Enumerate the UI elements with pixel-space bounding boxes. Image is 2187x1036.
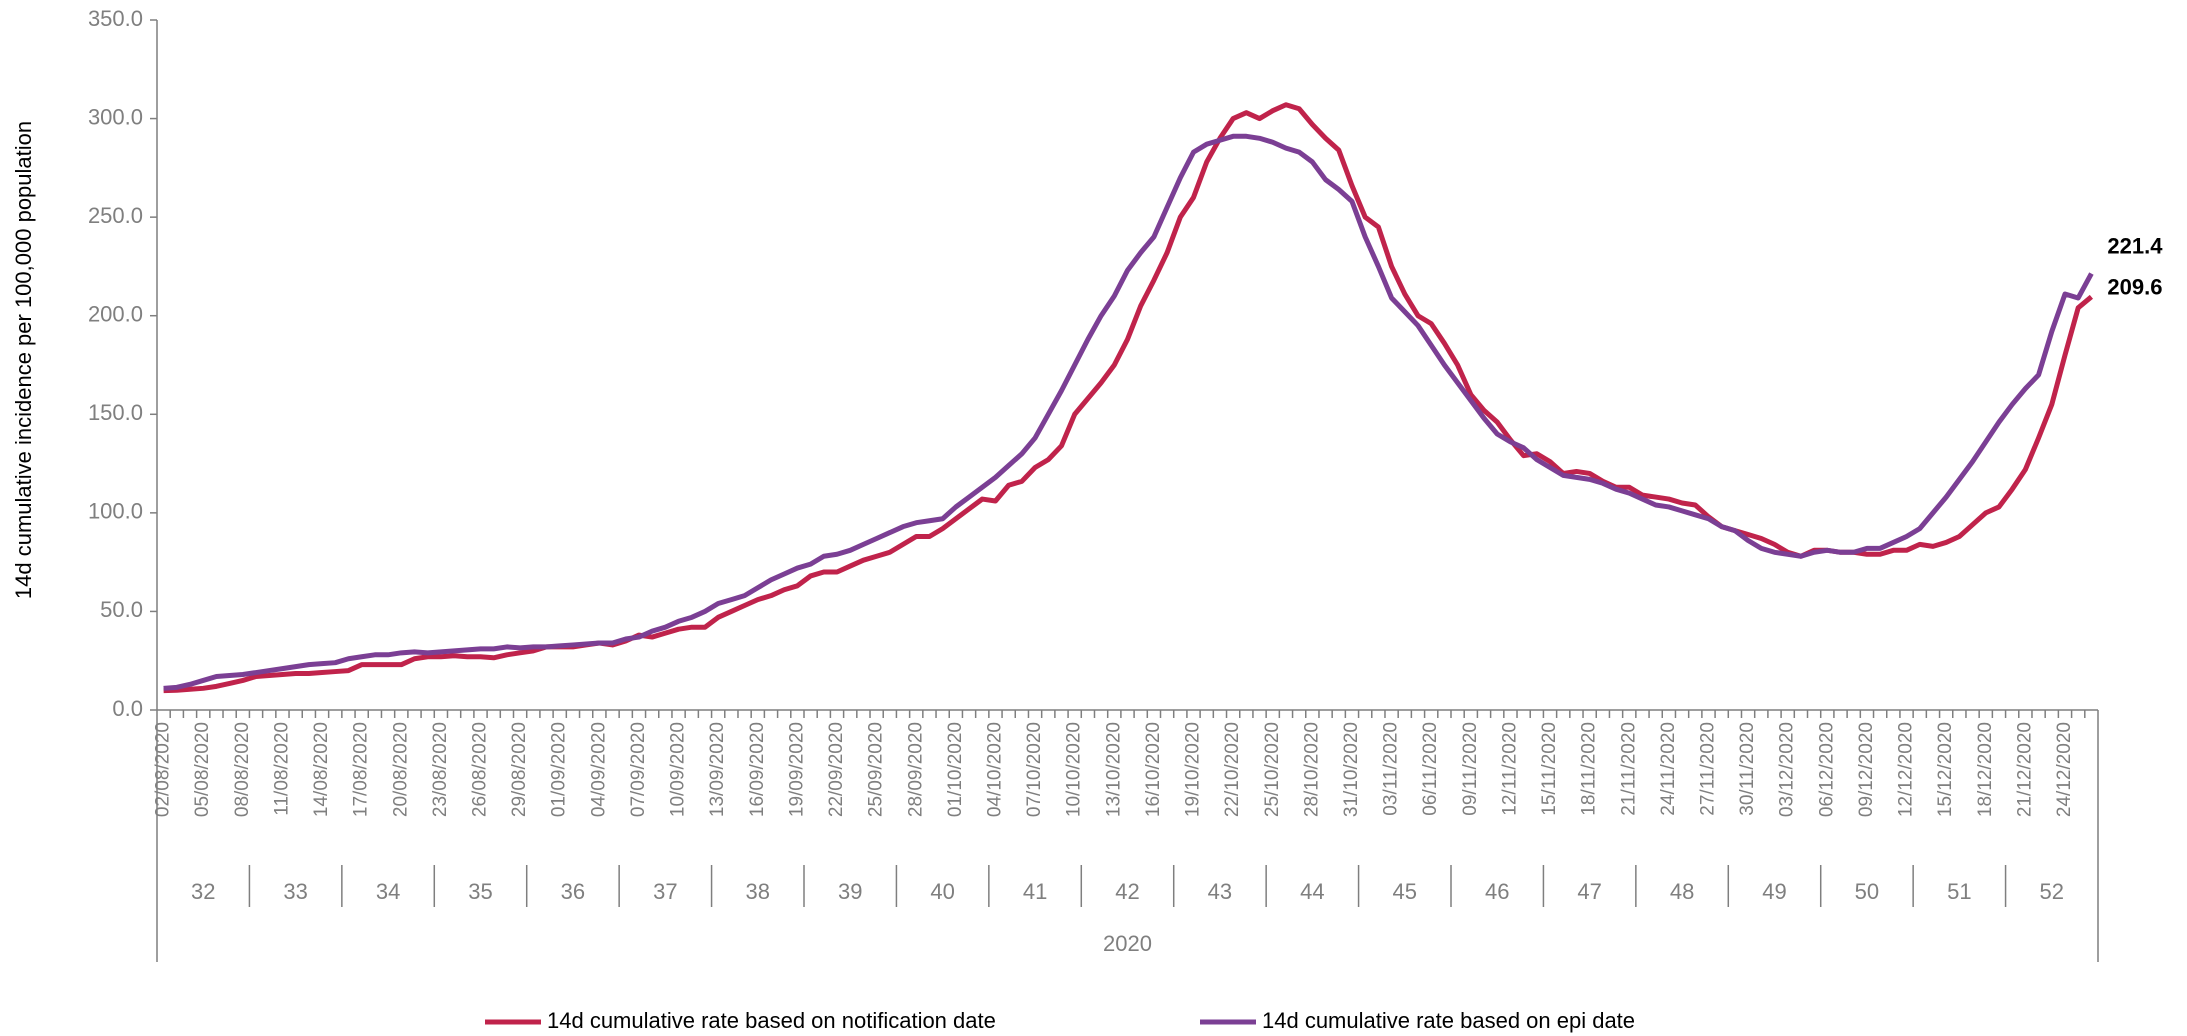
week-label: 35 [468,879,492,904]
week-label: 51 [1947,879,1971,904]
x-tick-label: 28/09/2020 [905,722,926,817]
x-tick-label: 04/09/2020 [588,722,609,817]
x-tick-label: 07/09/2020 [628,722,649,817]
x-tick-label: 04/10/2020 [984,722,1005,817]
y-tick-label: 0.0 [112,696,143,721]
y-tick-label: 250.0 [88,203,143,228]
x-tick-label: 12/11/2020 [1499,722,1520,816]
x-tick-label: 01/09/2020 [549,722,570,817]
week-label: 39 [838,879,862,904]
x-tick-label: 22/09/2020 [826,722,847,817]
x-tick-label: 09/12/2020 [1856,722,1877,817]
week-label: 44 [1300,879,1324,904]
x-tick-label: 19/10/2020 [1183,722,1204,817]
x-tick-label: 21/12/2020 [2014,722,2035,817]
x-tick-label: 06/12/2020 [1816,722,1837,817]
x-tick-label: 20/08/2020 [390,722,411,817]
x-tick-label: 24/12/2020 [2054,722,2075,817]
x-tick-label: 28/10/2020 [1301,722,1322,817]
x-tick-label: 16/10/2020 [1143,722,1164,817]
x-tick-label: 10/10/2020 [1064,722,1085,817]
week-label: 49 [1762,879,1786,904]
x-tick-label: 26/08/2020 [470,722,491,817]
week-label: 32 [191,879,215,904]
x-tick-label: 30/11/2020 [1737,722,1758,816]
week-label: 37 [653,879,677,904]
week-label: 52 [2040,879,2064,904]
x-tick-label: 06/11/2020 [1420,722,1441,816]
x-tick-label: 22/10/2020 [1222,722,1243,817]
week-label: 33 [283,879,307,904]
x-tick-label: 13/10/2020 [1103,722,1124,817]
x-tick-label: 19/09/2020 [786,722,807,817]
week-label: 46 [1485,879,1509,904]
x-tick-label: 21/11/2020 [1618,722,1639,816]
x-tick-label: 08/08/2020 [232,722,253,817]
week-label: 47 [1577,879,1601,904]
week-label: 41 [1023,879,1047,904]
x-tick-label: 16/09/2020 [747,722,768,817]
x-tick-label: 07/10/2020 [1024,722,1045,817]
x-tick-label: 24/11/2020 [1658,722,1679,816]
week-label: 43 [1208,879,1232,904]
x-tick-label: 03/12/2020 [1777,722,1798,817]
x-tick-label: 15/12/2020 [1935,722,1956,817]
y-tick-label: 50.0 [100,597,143,622]
week-label: 42 [1115,879,1139,904]
x-tick-label: 31/10/2020 [1341,722,1362,817]
legend-label: 14d cumulative rate based on epi date [1262,1008,1635,1033]
x-tick-label: 18/12/2020 [1975,722,1996,817]
series-line [163,102,2094,694]
x-tick-label: 23/08/2020 [430,722,451,817]
x-tick-label: 25/09/2020 [866,722,887,817]
x-tick-label: 10/09/2020 [668,722,689,817]
x-tick-label: 12/12/2020 [1896,722,1917,817]
x-tick-label: 13/09/2020 [707,722,728,817]
y-axis-title: 14d cumulative incidence per 100,000 pop… [11,121,36,599]
y-tick-label: 350.0 [88,6,143,31]
x-tick-label: 05/08/2020 [192,722,213,817]
x-tick-label: 18/11/2020 [1579,722,1600,816]
x-tick-label: 29/08/2020 [509,722,530,817]
x-tick-label: 11/08/2020 [271,722,292,816]
x-tick-label: 09/11/2020 [1460,722,1481,816]
x-tick-label: 02/08/2020 [153,722,174,817]
week-label: 50 [1855,879,1879,904]
week-label: 48 [1670,879,1694,904]
end-value-label: 209.6 [2107,275,2162,300]
x-tick-label: 03/11/2020 [1381,722,1402,816]
week-label: 40 [930,879,954,904]
end-value-label: 221.4 [2107,233,2163,258]
y-tick-label: 150.0 [88,400,143,425]
x-tick-label: 01/10/2020 [945,722,966,817]
y-tick-label: 300.0 [88,104,143,129]
x-tick-label: 15/11/2020 [1539,722,1560,816]
legend-label: 14d cumulative rate based on notificatio… [547,1008,996,1033]
y-tick-label: 200.0 [88,302,143,327]
week-label: 34 [376,879,400,904]
x-tick-label: 14/08/2020 [311,722,332,817]
week-label: 38 [746,879,770,904]
week-label: 36 [561,879,585,904]
x-tick-label: 27/11/2020 [1697,722,1718,816]
x-tick-label: 17/08/2020 [351,722,372,817]
year-label: 2020 [1103,931,1152,956]
week-label: 45 [1393,879,1417,904]
series-line [163,133,2094,691]
x-tick-label: 25/10/2020 [1262,722,1283,817]
y-tick-label: 100.0 [88,499,143,524]
